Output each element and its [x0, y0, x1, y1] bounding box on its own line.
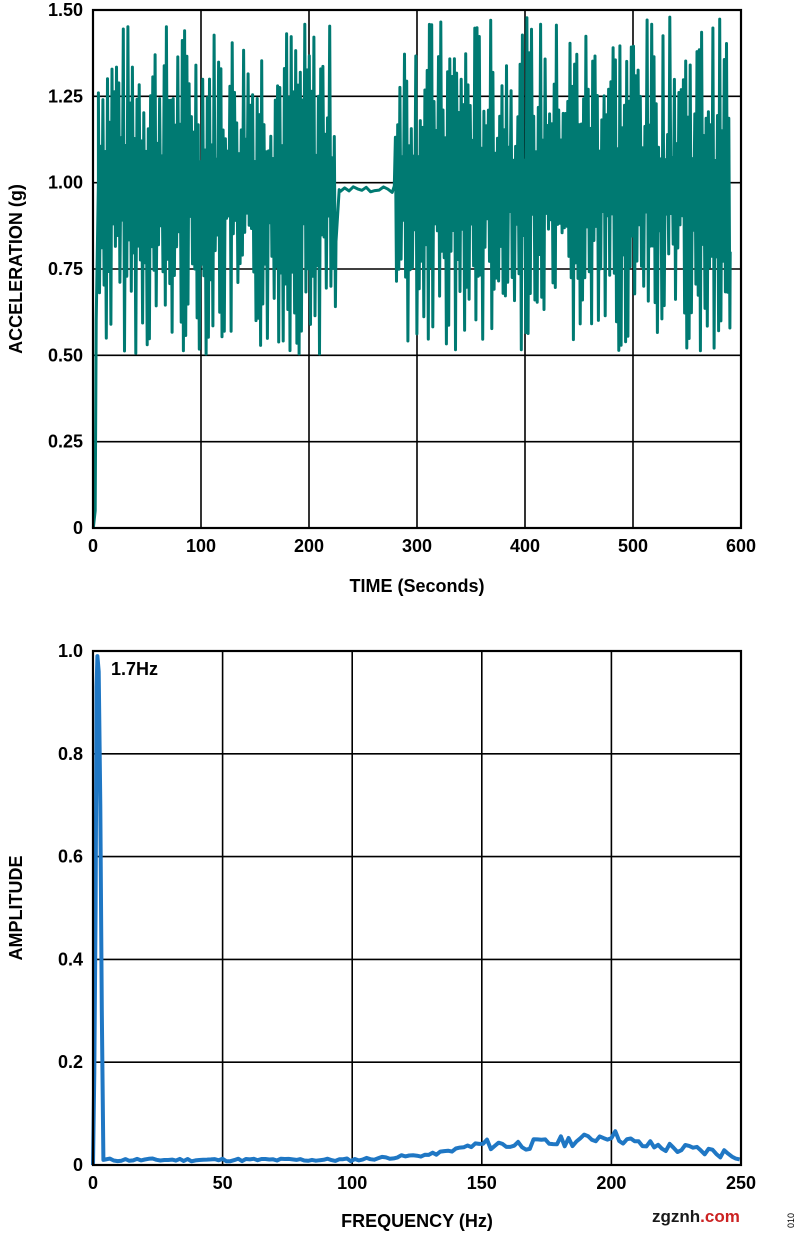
amplitude-grid: [93, 651, 741, 1165]
acceleration-x-axis-title: TIME (Seconds): [349, 576, 484, 596]
amplitude-y-tick-label: 0.2: [58, 1052, 83, 1072]
acceleration-y-axis-title: ACCELERATION (g): [6, 184, 26, 354]
acceleration-y-tick-label: 1.00: [48, 173, 83, 193]
acceleration-x-tick-label: 600: [726, 536, 756, 556]
amplitude-x-tick-label: 250: [726, 1173, 756, 1193]
amplitude-y-tick-label: 1.0: [58, 641, 83, 661]
acceleration-y-tick-label: 1.25: [48, 86, 83, 106]
amplitude-plot-frame: [91, 649, 743, 1167]
watermark-text: zgznh.com: [652, 1207, 740, 1226]
amplitude-y-tick-label: 0.4: [58, 949, 83, 969]
amplitude-x-tick-labels: 0 50 100 150 200 250: [88, 1173, 756, 1193]
acceleration-x-tick-label: 400: [510, 536, 540, 556]
acceleration-y-tick-label: 1.50: [48, 0, 83, 20]
amplitude-y-tick-label: 0.6: [58, 847, 83, 867]
acceleration-x-tick-label: 0: [88, 536, 98, 556]
amplitude-x-tick-label: 50: [213, 1173, 233, 1193]
amplitude-y-tick-labels: 0 0.2 0.4 0.6 0.8 1.0: [58, 641, 83, 1175]
peak-annotation-label: 1.7Hz: [111, 659, 158, 679]
amplitude-x-tick-label: 100: [337, 1173, 367, 1193]
acceleration-x-tick-label: 500: [618, 536, 648, 556]
acceleration-x-tick-label: 100: [186, 536, 216, 556]
amplitude-series-line: [91, 654, 741, 1166]
amplitude-y-axis-title: AMPLITUDE: [6, 856, 26, 961]
acceleration-x-tick-labels: 0 100 200 300 400 500 600: [88, 536, 756, 556]
acceleration-chart: 0 100 200 300 400 500 600 0 0.25 0.50 0.75 1.00 1.2…: [6, 0, 756, 596]
amplitude-x-tick-label: 0: [88, 1173, 98, 1193]
amplitude-x-axis-title: FREQUENCY (Hz): [341, 1211, 493, 1231]
amplitude-y-tick-label: 0.8: [58, 744, 83, 764]
acceleration-y-tick-label: 0.75: [48, 259, 83, 279]
acceleration-y-tick-label: 0.50: [48, 345, 83, 365]
amplitude-chart: 0 50 100 150 200 250 0 0.2 0.4 0.6 0.8 1.0 1.7Hz F…: [6, 641, 756, 1231]
acceleration-series-line: [91, 15, 732, 529]
amplitude-x-tick-label: 150: [467, 1173, 497, 1193]
acceleration-y-tick-label: 0.25: [48, 432, 83, 452]
amplitude-x-tick-label: 200: [596, 1173, 626, 1193]
amplitude-y-tick-label: 0: [73, 1155, 83, 1175]
acceleration-y-tick-labels: 0 0.25 0.50 0.75 1.00 1.25 1.50: [48, 0, 83, 538]
acceleration-y-tick-label: 0: [73, 518, 83, 538]
acceleration-plot-frame: [91, 8, 743, 530]
acceleration-x-tick-label: 300: [402, 536, 432, 556]
acceleration-x-tick-label: 200: [294, 536, 324, 556]
figure-code: 010: [786, 1213, 796, 1228]
